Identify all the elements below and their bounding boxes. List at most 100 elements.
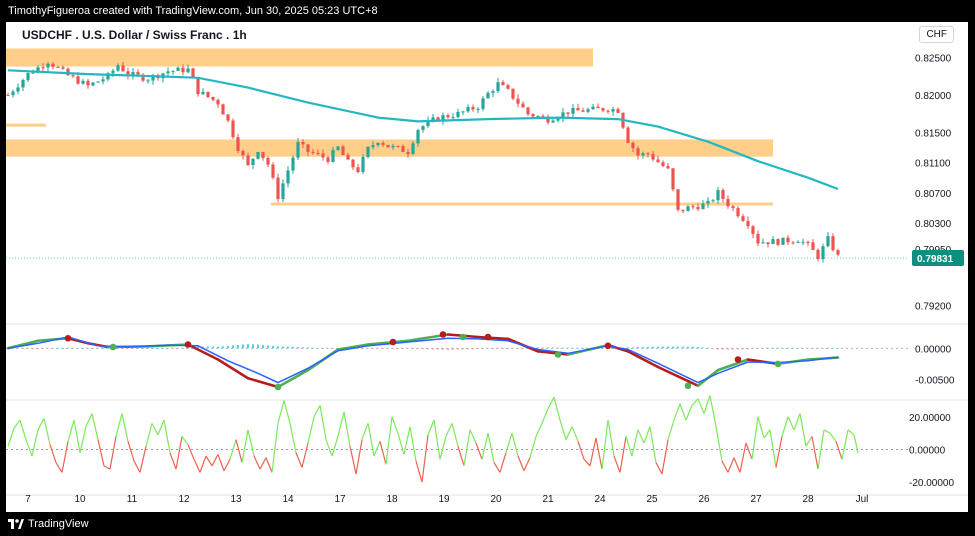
- oscillator-segment: [91, 413, 99, 440]
- candle-body: [101, 79, 105, 82]
- cross-marker: [734, 356, 742, 363]
- histogram-bar: [27, 348, 29, 349]
- histogram-bar: [692, 346, 694, 349]
- oscillator-segment: [37, 418, 45, 431]
- candle-body: [106, 73, 110, 80]
- candle-body: [166, 71, 170, 74]
- currency-button[interactable]: CHF: [919, 26, 954, 43]
- candle-body: [71, 75, 75, 77]
- histogram-bar: [322, 348, 324, 349]
- histogram-bar: [732, 348, 734, 350]
- cross-marker: [439, 331, 447, 338]
- candle-body: [401, 146, 405, 152]
- histogram-bar: [92, 348, 94, 349]
- oscillator-segment: [67, 419, 75, 442]
- histogram-bar: [657, 346, 659, 349]
- oscillator-segment: [835, 441, 843, 460]
- chart-svg[interactable]: 0.82500 0.82000 0.81500 0.81100 0.80700 0.803…: [6, 22, 968, 512]
- x-tick-label: 26: [698, 494, 710, 505]
- oscillator-segment: [547, 396, 555, 409]
- candle-body: [781, 237, 785, 245]
- candle-body: [66, 68, 70, 76]
- histogram-bar: [542, 347, 544, 349]
- candle-body: [341, 146, 345, 156]
- histogram-bar: [792, 348, 794, 349]
- candle-body: [771, 239, 775, 245]
- signal-segment: [626, 350, 660, 369]
- candle-body: [601, 108, 605, 111]
- cross-markers: [64, 331, 782, 391]
- oscillator-segment: [157, 419, 165, 436]
- x-tick-label: 21: [542, 494, 554, 505]
- histogram-bar: [417, 348, 419, 350]
- histogram-bar: [232, 345, 234, 349]
- oscillator-segment: [757, 416, 765, 439]
- histogram-bar: [502, 348, 504, 350]
- cross-marker: [389, 338, 397, 346]
- histogram-bar: [222, 346, 224, 349]
- candle-body: [351, 159, 355, 168]
- oscillator-segment: [637, 429, 645, 444]
- histogram-bar: [182, 348, 184, 349]
- oscillator-segment: [289, 423, 297, 453]
- oscillator-segment: [463, 429, 471, 466]
- candle-body: [436, 117, 440, 121]
- histogram-bar: [12, 348, 14, 349]
- histogram-bar: [437, 348, 439, 350]
- oscillator-segment: [367, 423, 375, 457]
- footer-brand: TradingView: [28, 518, 89, 530]
- histogram-bar: [252, 344, 254, 349]
- candle-body: [546, 116, 550, 123]
- histogram-bar: [672, 346, 674, 349]
- candle-body: [151, 75, 155, 81]
- oscillator-segment: [661, 439, 669, 475]
- candle-body: [616, 109, 620, 113]
- candle-body: [286, 170, 290, 184]
- oscillator-segment: [505, 432, 513, 453]
- oscillator-segment: [583, 458, 591, 467]
- candle-body: [86, 80, 90, 86]
- oscillator-segment: [253, 455, 261, 470]
- candle-body: [486, 92, 490, 99]
- histogram-bar: [787, 348, 789, 349]
- candle-body: [406, 152, 410, 154]
- oscillator-segment: [655, 462, 663, 475]
- oscillator-segment: [55, 462, 63, 473]
- candle-body: [396, 145, 400, 147]
- moving-average-line: [7, 69, 839, 191]
- candle-body: [746, 220, 750, 227]
- histogram-bar: [517, 348, 519, 349]
- oscillator-segment: [703, 395, 711, 414]
- histogram-bar: [212, 346, 214, 349]
- oscillator-segment: [577, 441, 585, 460]
- header-text: TimothyFigueroa created with TradingView…: [0, 0, 975, 22]
- oscillator-segment: [775, 436, 783, 468]
- oscillator-segment: [691, 398, 699, 406]
- candle-body: [466, 106, 470, 112]
- candle-body: [491, 91, 495, 93]
- oscillator-segment: [727, 457, 735, 473]
- oscillator-segment: [97, 439, 105, 466]
- oscillator-segment: [799, 413, 807, 447]
- histogram-bar: [282, 346, 284, 349]
- x-tick-label: 10: [74, 494, 86, 505]
- oscillator-segment: [787, 416, 795, 431]
- candle-body: [291, 157, 295, 171]
- cross-marker: [64, 334, 72, 342]
- histogram-bar: [807, 348, 809, 349]
- histogram-bar: [682, 346, 684, 349]
- candle-body: [766, 242, 770, 245]
- chart-area[interactable]: 0.82500 0.82000 0.81500 0.81100 0.80700 0.803…: [6, 22, 968, 512]
- oscillator-segment: [673, 403, 681, 421]
- oscillator-segment: [529, 436, 537, 458]
- candle-body: [206, 91, 210, 98]
- histogram-bar: [587, 348, 589, 349]
- candle-body: [521, 103, 525, 108]
- histogram-bar: [487, 348, 489, 350]
- cross-marker: [274, 383, 282, 391]
- histogram-bar: [142, 348, 144, 349]
- candle-body: [16, 87, 20, 92]
- histogram-bar: [467, 348, 469, 350]
- candle-body: [306, 144, 310, 152]
